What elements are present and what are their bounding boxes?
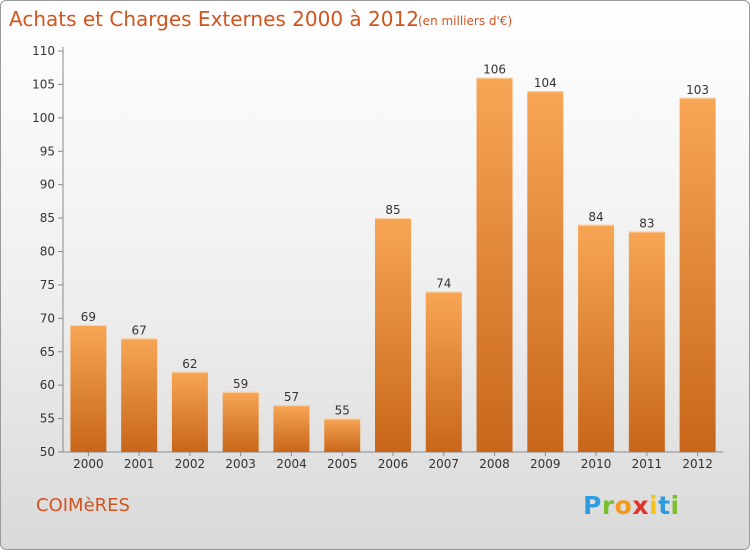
y-tick-label: 105 (32, 77, 55, 91)
y-tick-label: 50 (40, 445, 55, 459)
logo-letter: o (614, 491, 633, 520)
bar-value-label: 85 (385, 203, 400, 217)
bar-value-label: 84 (588, 210, 603, 224)
bar-value-label: 104 (534, 76, 557, 90)
bar-2009 (527, 91, 564, 452)
bar-2004 (273, 405, 310, 452)
x-tick-label: 2004 (276, 457, 307, 471)
bar-2007 (425, 291, 462, 452)
bar-2003 (222, 391, 259, 452)
y-tick-label: 95 (40, 144, 55, 158)
x-tick-label: 2010 (581, 457, 612, 471)
x-tick-label: 2001 (124, 457, 155, 471)
y-tick-label: 60 (40, 378, 55, 392)
commune-name: COIMèRES (36, 495, 130, 516)
y-tick-label: 80 (40, 245, 55, 259)
bar-2000 (70, 325, 107, 452)
bar-value-label: 62 (182, 357, 197, 371)
x-tick-label: 2009 (530, 457, 561, 471)
y-tick-label: 90 (40, 178, 55, 192)
bar-value-label: 59 (233, 377, 248, 391)
x-tick-label: 2012 (682, 457, 713, 471)
chart-subtitle: (en milliers d'€) (418, 14, 513, 28)
chart-bars: 69 67 62 59 57 55 85 74 106 104 84 83 103 (70, 63, 716, 453)
bar-2005 (324, 418, 361, 452)
bar-value-label: 74 (436, 277, 451, 291)
x-tick-label: 2008 (479, 457, 510, 471)
y-tick-label: 85 (40, 211, 55, 225)
bar-value-label: 67 (132, 323, 147, 337)
bar-2010 (578, 224, 615, 452)
bar-2011 (628, 231, 665, 452)
y-tick-label: 55 (40, 412, 55, 426)
y-tick-label: 70 (40, 311, 55, 325)
logo-letter: P (583, 491, 602, 520)
bar-value-label: 106 (483, 63, 506, 77)
bar-2008 (476, 77, 513, 452)
x-tick-label: 2000 (73, 457, 104, 471)
bar-2012 (679, 97, 716, 453)
x-tick-label: 2006 (378, 457, 409, 471)
y-tick-label: 110 (32, 44, 55, 58)
bar-2001 (121, 338, 158, 452)
bar-value-label: 69 (81, 310, 96, 324)
x-tick-label: 2003 (225, 457, 256, 471)
x-tick-label: 2007 (428, 457, 459, 471)
x-tick-label: 2005 (327, 457, 358, 471)
x-tick-label: 2011 (632, 457, 663, 471)
y-tick-label: 100 (32, 111, 55, 125)
bar-value-label: 103 (686, 83, 709, 97)
logo-letter: i (670, 491, 680, 520)
chart-axes: 50 55 60 65 70 75 80 85 90 95 100 105 110 2000 2001 200… (32, 44, 723, 471)
bar-value-label: 55 (335, 404, 350, 418)
x-tick-label: 2002 (175, 457, 206, 471)
bar-value-label: 57 (284, 390, 299, 404)
proxiti-logo: Proxiti (583, 491, 680, 520)
logo-letter: t (658, 491, 671, 520)
logo-letter: r (601, 491, 615, 520)
bar-2002 (171, 371, 208, 452)
y-tick-label: 65 (40, 345, 55, 359)
logo-letter: i (649, 491, 659, 520)
chart-title: Achats et Charges Externes 2000 à 2012 (9, 7, 419, 31)
bar-2006 (375, 218, 411, 452)
y-tick-label: 75 (40, 278, 55, 292)
bar-value-label: 83 (639, 216, 654, 230)
logo-letter: x (632, 491, 649, 520)
